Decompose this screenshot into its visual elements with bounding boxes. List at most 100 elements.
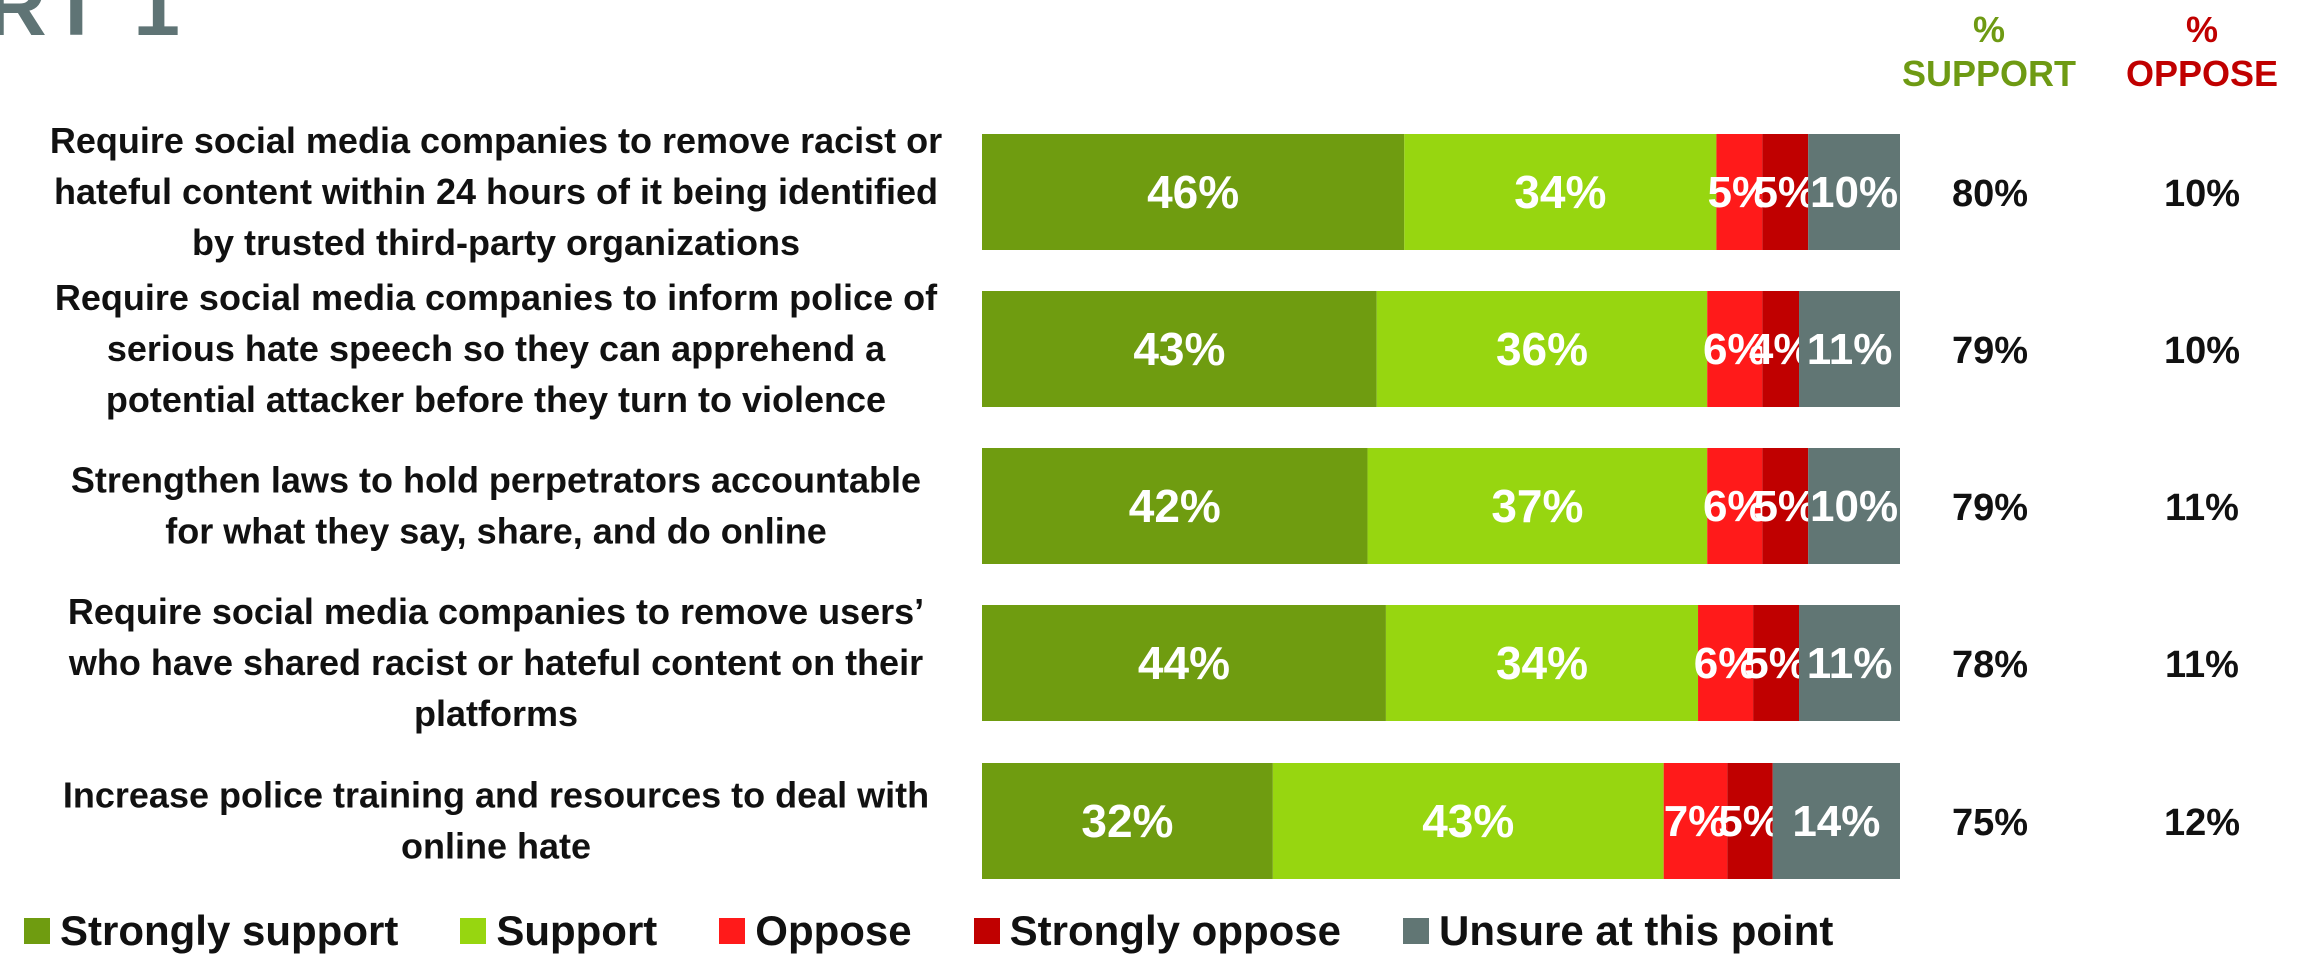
data-label-unsure: 14%	[1792, 797, 1880, 846]
category-label-line: serious hate speech so they can apprehen…	[107, 328, 886, 369]
category-label-line: Increase police training and resources t…	[63, 775, 929, 816]
category-label-line: Require social media companies to remove…	[50, 120, 942, 161]
data-label-strongly-support: 32%	[1081, 795, 1173, 847]
data-label-oppose: 6%	[1703, 325, 1767, 374]
bar-segment-strongly-support	[982, 134, 1405, 250]
legend-item-strongly-oppose: Strongly oppose	[973, 907, 1342, 955]
category-label-1: Require social media companies to remove…	[50, 120, 942, 263]
category-label-5: Increase police training and resources t…	[63, 775, 929, 867]
data-label-oppose: 7%	[1664, 797, 1728, 846]
oppose-total-3: 11%	[2165, 487, 2239, 529]
data-label-support: 34%	[1496, 637, 1588, 689]
legend-label-strongly-oppose: Strongly oppose	[1009, 907, 1342, 954]
oppose-total-5: 12%	[2164, 802, 2240, 844]
oppose-total-1: 10%	[2164, 173, 2240, 215]
bar-segment-support	[1404, 134, 1717, 250]
bar-segment-strongly-support	[982, 448, 1368, 564]
oppose-header-label: OPPOSE	[2125, 53, 2279, 94]
category-label-line: Strengthen laws to hold perpetrators acc…	[71, 460, 921, 501]
data-label-strongly-support: 42%	[1129, 480, 1221, 532]
bar-segment-support	[1367, 448, 1708, 564]
bar-segment-strongly-oppose	[1762, 448, 1809, 564]
support-header-label: SUPPORT	[1901, 53, 2077, 94]
bar-segment-support	[1272, 763, 1664, 879]
category-label-line: who have shared racist or hateful conten…	[68, 642, 923, 683]
bar-segment-strongly-support	[982, 605, 1386, 721]
bar-segment-oppose	[1716, 134, 1763, 250]
legend-swatch-strongly-support	[24, 918, 50, 944]
data-label-strongly-support: 46%	[1147, 166, 1239, 218]
data-label-strongly-oppose: 5%	[1744, 639, 1808, 688]
bar-segment-oppose	[1663, 763, 1728, 879]
chart-legend: Strongly support Support Oppose Strongly…	[24, 905, 1833, 957]
support-column-header: % SUPPORT	[1869, 8, 2109, 96]
bar-segment-strongly-oppose	[1762, 291, 1800, 407]
legend-label-support: Support	[496, 907, 658, 954]
data-label-oppose: 5%	[1708, 168, 1772, 217]
legend-label-oppose: Oppose	[755, 907, 912, 954]
support-header-percent: %	[1972, 9, 2005, 50]
legend-swatch-support	[460, 918, 487, 944]
oppose-column-header: % OPPOSE	[2082, 8, 2299, 96]
bar-segment-strongly-oppose	[1727, 763, 1773, 879]
category-label-line: online hate	[401, 826, 591, 867]
category-label-2: Require social media companies to inform…	[55, 277, 938, 420]
data-label-support: 34%	[1514, 166, 1606, 218]
legend-item-strongly-support: Strongly support	[24, 907, 398, 955]
legend-item-oppose: Oppose	[719, 907, 912, 955]
data-label-unsure: 10%	[1810, 482, 1898, 531]
data-label-strongly-oppose: 5%	[1753, 168, 1817, 217]
bar-segment-unsure	[1772, 763, 1900, 879]
data-label-unsure: 10%	[1810, 168, 1898, 217]
data-label-strongly-oppose: 5%	[1753, 482, 1817, 531]
support-total-1: 80%	[1952, 173, 2028, 215]
category-label-line: by trusted third-party organizations	[192, 222, 800, 263]
data-label-strongly-support: 44%	[1138, 637, 1230, 689]
support-total-4: 78%	[1952, 644, 2028, 686]
bar-segment-strongly-oppose	[1753, 605, 1800, 721]
bar-segment-strongly-oppose	[1762, 134, 1809, 250]
bar-segment-support	[1376, 291, 1708, 407]
legend-label-unsure: Unsure at this point	[1439, 907, 1834, 954]
data-label-oppose: 6%	[1694, 639, 1758, 688]
slide-title-fragment: RT 1	[0, 0, 185, 53]
legend-swatch-strongly-oppose	[973, 918, 1000, 944]
data-label-strongly-support: 43%	[1133, 323, 1225, 375]
bar-segment-support	[1385, 605, 1699, 721]
bar-segment-unsure	[1808, 448, 1900, 564]
bar-segment-unsure	[1799, 605, 1900, 721]
data-label-support: 37%	[1491, 480, 1583, 532]
category-label-line: platforms	[414, 693, 578, 734]
data-label-strongly-oppose: 5%	[1718, 797, 1782, 846]
legend-item-unsure: Unsure at this point	[1403, 907, 1833, 955]
category-label-4: Require social media companies to remove…	[68, 591, 924, 734]
data-label-support: 43%	[1422, 795, 1514, 847]
oppose-total-2: 10%	[2164, 330, 2240, 372]
bar-segment-strongly-support	[982, 291, 1377, 407]
support-total-5: 75%	[1952, 802, 2028, 844]
data-label-unsure: 11%	[1807, 639, 1893, 688]
bar-segment-unsure	[1808, 134, 1900, 250]
bar-segment-strongly-support	[982, 763, 1273, 879]
support-total-3: 79%	[1952, 487, 2028, 529]
category-label-3: Strengthen laws to hold perpetrators acc…	[71, 460, 921, 552]
oppose-header-percent: %	[2185, 9, 2218, 50]
oppose-total-4: 11%	[2165, 644, 2239, 686]
bar-segment-unsure	[1799, 291, 1900, 407]
data-label-unsure: 11%	[1807, 325, 1893, 374]
bar-segment-oppose	[1707, 448, 1763, 564]
support-total-2: 79%	[1952, 330, 2028, 372]
category-label-line: Require social media companies to inform…	[55, 277, 938, 318]
legend-swatch-unsure	[1403, 918, 1430, 944]
bar-segment-oppose	[1707, 291, 1763, 407]
category-label-line: for what they say, share, and do online	[165, 511, 826, 552]
data-label-support: 36%	[1496, 323, 1588, 375]
legend-swatch-oppose	[719, 918, 746, 944]
category-label-line: potential attacker before they turn to v…	[106, 379, 886, 420]
legend-item-support: Support	[460, 907, 657, 955]
category-label-line: Require social media companies to remove…	[68, 591, 924, 632]
legend-label-strongly-support: Strongly support	[60, 907, 399, 954]
bar-segment-oppose	[1698, 605, 1754, 721]
category-label-line: hateful content within 24 hours of it be…	[54, 171, 938, 212]
